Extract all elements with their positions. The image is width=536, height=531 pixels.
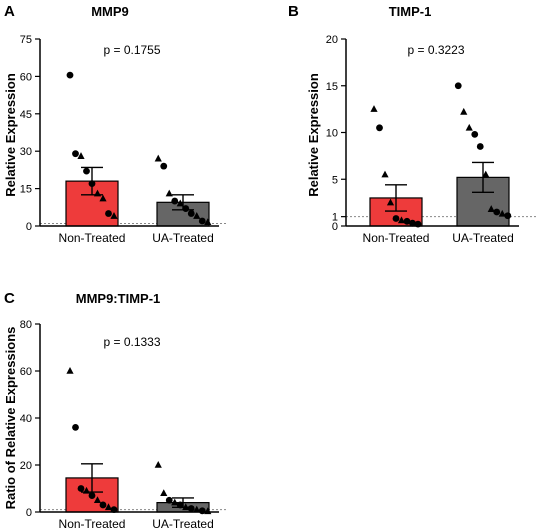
chart-title: MMP9 <box>91 4 129 19</box>
data-point <box>471 130 479 138</box>
data-point <box>460 107 468 115</box>
y-axis-title: Ratio of Relative Expressions <box>3 327 18 510</box>
data-point <box>193 212 201 219</box>
data-point <box>376 124 383 132</box>
data-point <box>160 162 168 170</box>
x-category-label: Non-Treated <box>59 517 126 531</box>
data-point <box>72 424 79 431</box>
y-tick-label: 15 <box>20 184 32 196</box>
data-point <box>454 82 462 90</box>
y-tick-label: 75 <box>20 34 32 46</box>
chart-title: MMP9:TIMP-1 <box>76 291 161 306</box>
data-point <box>66 367 74 374</box>
y-axis-title: Relative Expression <box>306 73 321 197</box>
data-point <box>504 212 512 220</box>
data-point <box>104 503 113 511</box>
data-point <box>370 105 378 112</box>
panel-a: A MMP9 p = 0.1755 Relative Expression 0 1… <box>3 3 228 245</box>
x-category-label: UA-Treated <box>452 231 514 245</box>
data-point <box>193 505 201 513</box>
y-tick-label: 30 <box>20 146 32 158</box>
x-category-label: Non-Treated <box>59 231 126 245</box>
x-category-label: Non-Treated <box>363 231 430 245</box>
chart-title: TIMP-1 <box>389 4 432 19</box>
data-point <box>397 216 406 224</box>
data-point <box>165 189 173 197</box>
data-point <box>72 150 79 158</box>
data-point <box>403 217 411 225</box>
data-point <box>465 123 473 131</box>
data-point <box>165 496 173 504</box>
data-point <box>187 505 195 512</box>
data-point <box>99 501 107 509</box>
y-tick-label: 5 <box>332 174 338 186</box>
data-point <box>386 198 395 206</box>
data-point <box>88 492 96 499</box>
plot-area: 0 20 40 60 80 Non-Treated UA-Treated <box>20 319 228 531</box>
data-point <box>77 152 85 159</box>
y-tick-label: 80 <box>20 319 32 331</box>
data-point <box>176 199 184 207</box>
y-tick-label: 45 <box>20 109 32 121</box>
y-tick-label: 0 <box>332 221 338 233</box>
data-point <box>83 167 90 175</box>
x-category-label: UA-Treated <box>152 517 214 531</box>
data-point <box>198 217 206 225</box>
data-point <box>187 210 195 217</box>
y-tick-label: 10 <box>326 128 338 140</box>
data-point <box>66 71 74 79</box>
data-point <box>409 219 416 227</box>
p-value-annotation: p = 0.1333 <box>103 335 160 349</box>
data-point <box>381 170 389 178</box>
plot-area: 0 15 30 45 60 75 Non-Treated UA-Treated <box>20 34 228 245</box>
data-point <box>204 218 212 226</box>
y-tick-label: 40 <box>20 413 32 425</box>
y-tick-label: 1 <box>332 212 338 224</box>
data-point <box>154 154 162 162</box>
panel-c: C MMP9:TIMP-1 p = 0.1333 Ratio of Relati… <box>3 290 228 531</box>
y-axis-title: Relative Expression <box>3 73 18 197</box>
data-point <box>498 209 506 217</box>
data-point <box>110 212 118 219</box>
x-category-label: UA-Treated <box>152 231 214 245</box>
panel-letter: A <box>4 3 15 20</box>
data-point <box>392 215 400 222</box>
data-point <box>154 461 162 468</box>
data-point <box>93 496 102 504</box>
y-tick-label: 20 <box>20 460 32 472</box>
panel-b: B TIMP-1 p = 0.3223 Relative Expression … <box>288 3 536 245</box>
panel-letter: B <box>288 3 299 20</box>
p-value-annotation: p = 0.1755 <box>103 43 160 57</box>
y-tick-label: 60 <box>20 71 32 83</box>
y-tick-label: 15 <box>326 81 338 93</box>
y-tick-label: 0 <box>26 221 32 233</box>
data-point <box>171 498 179 506</box>
data-point <box>493 208 501 216</box>
data-point <box>160 489 168 496</box>
panel-letter: C <box>4 290 15 307</box>
p-value-annotation: p = 0.3223 <box>407 43 464 57</box>
data-point <box>99 194 107 202</box>
data-point <box>476 143 484 150</box>
data-point <box>77 485 85 492</box>
data-point <box>487 205 495 212</box>
data-point <box>105 210 112 217</box>
y-tick-label: 60 <box>20 366 32 378</box>
data-point <box>171 197 179 205</box>
y-tick-label: 20 <box>326 34 338 46</box>
data-point <box>482 170 490 178</box>
y-tick-label: 0 <box>26 507 32 519</box>
